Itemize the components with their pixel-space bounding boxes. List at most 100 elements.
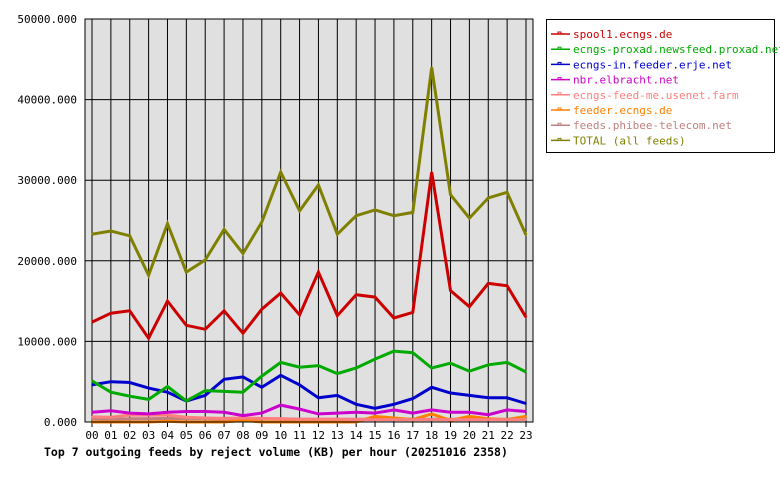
legend-label: feeder.ecngs.de: [573, 104, 672, 117]
data-point: [223, 228, 225, 231]
data-point: [487, 282, 490, 285]
data-point: [525, 410, 527, 413]
x-tick-label: 05: [180, 429, 193, 442]
y-tick-label: 20000.000: [17, 255, 77, 268]
data-point: [506, 191, 508, 194]
data-point: [411, 418, 414, 421]
series-line-ecngs-in-feeder-erje-net: [91, 373, 527, 410]
data-point: [317, 418, 320, 420]
data-point: [374, 296, 376, 298]
legend-marker: [557, 61, 562, 65]
data-point: [336, 314, 339, 317]
data-point: [261, 375, 263, 377]
series-line-nbr-elbracht-net: [91, 403, 527, 418]
data-point: [449, 392, 452, 394]
legend-item: feeds.phibee-telecom.net: [551, 119, 732, 132]
data-point: [204, 328, 207, 331]
data-point: [147, 274, 150, 277]
data-point: [128, 395, 131, 398]
data-point: [298, 418, 301, 420]
x-tick-label: 18: [425, 429, 438, 442]
data-point: [355, 293, 357, 296]
data-point: [449, 289, 452, 292]
data-point: [110, 380, 112, 383]
legend-item: spool1.ecngs.de: [551, 28, 672, 41]
data-point: [204, 417, 207, 419]
data-point: [317, 184, 320, 186]
x-tick-label: 23: [519, 429, 532, 442]
data-point: [91, 380, 93, 382]
data-point: [355, 403, 357, 406]
data-point: [374, 418, 376, 421]
data-point: [468, 217, 471, 219]
legend-label: ecngs-in.feeder.erje.net: [573, 58, 732, 71]
data-point: [110, 391, 112, 393]
data-point: [166, 300, 169, 302]
x-tick-label: 13: [331, 429, 344, 442]
data-point: [355, 411, 357, 414]
data-point: [336, 233, 339, 236]
data-point: [374, 358, 376, 360]
data-point: [166, 414, 169, 416]
data-point: [128, 309, 131, 312]
data-point: [393, 409, 395, 411]
x-tick-label: 08: [236, 429, 249, 442]
data-point: [374, 209, 376, 211]
x-tick-label: 04: [161, 429, 175, 442]
data-point: [487, 397, 490, 399]
data-point: [298, 408, 301, 410]
legend-item: nbr.elbracht.net: [551, 74, 679, 87]
legend-label: TOTAL (all feeds): [573, 134, 686, 147]
data-point: [147, 398, 150, 401]
x-tick-label: 14: [350, 429, 364, 442]
data-point: [355, 214, 357, 217]
data-point: [525, 402, 527, 405]
legend-box: [546, 19, 775, 153]
data-point: [430, 367, 433, 369]
data-point: [317, 364, 320, 367]
data-point: [525, 415, 527, 418]
data-point: [411, 211, 414, 214]
x-tick-label: 06: [199, 429, 212, 442]
legend-label: ecngs-feed-me.usenet.farm: [573, 89, 739, 102]
data-point: [411, 351, 414, 354]
data-point: [355, 418, 357, 421]
chart-title: Top 7 outgoing feeds by reject volume (K…: [44, 445, 508, 459]
series-line-total-all-feeds-: [91, 67, 528, 280]
legend-label: feeds.phibee-telecom.net: [573, 119, 732, 132]
x-tick-label: 17: [406, 429, 419, 442]
series-line-ecngs-feed-me-usenet-farm: [91, 413, 526, 422]
x-tick-label: 00: [85, 429, 98, 442]
data-point: [430, 386, 433, 389]
data-point: [411, 412, 414, 414]
legend-item: feeder.ecngs.de: [551, 104, 672, 117]
y-tick-label: 0.000: [44, 416, 77, 429]
data-point: [204, 394, 207, 397]
data-point: [147, 387, 150, 389]
data-point: [487, 413, 490, 416]
data-point: [449, 193, 452, 196]
data-point: [261, 221, 263, 223]
data-point: [430, 66, 433, 69]
x-tick-label: 07: [217, 429, 230, 442]
data-point: [374, 415, 376, 418]
data-point: [242, 417, 244, 419]
series-line-spool1-ecngs-de: [91, 171, 528, 342]
data-point: [317, 397, 320, 399]
data-point: [128, 414, 131, 416]
data-point: [261, 386, 263, 389]
data-point: [298, 314, 301, 316]
data-point: [525, 371, 527, 373]
data-point: [468, 411, 471, 414]
data-point: [242, 391, 244, 393]
x-tick-label: 22: [501, 429, 514, 442]
data-point: [242, 332, 244, 335]
data-point: [147, 417, 150, 420]
x-tick-label: 20: [463, 429, 476, 442]
data-point: [298, 384, 301, 386]
legend-marker: [557, 107, 562, 111]
data-point: [468, 370, 471, 373]
data-point: [374, 412, 376, 414]
x-tick-label: 09: [255, 429, 268, 442]
